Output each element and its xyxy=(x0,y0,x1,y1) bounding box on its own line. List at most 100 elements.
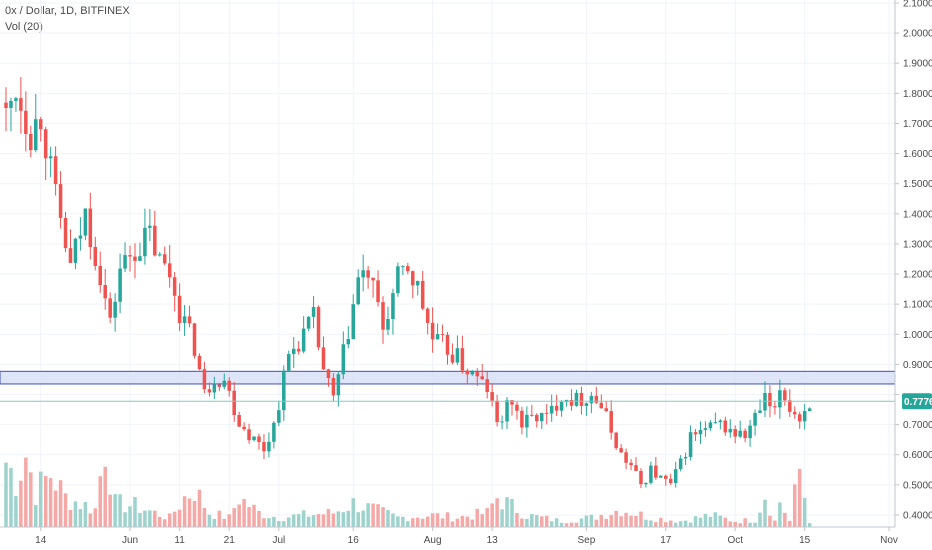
candle[interactable] xyxy=(425,307,430,335)
candle[interactable] xyxy=(138,242,142,262)
candle[interactable] xyxy=(485,371,489,399)
candle[interactable] xyxy=(539,412,544,429)
candle[interactable] xyxy=(331,373,336,402)
candle[interactable] xyxy=(232,381,236,422)
candle[interactable] xyxy=(321,336,326,371)
candle[interactable] xyxy=(678,455,683,472)
candle[interactable] xyxy=(24,91,28,152)
candle[interactable] xyxy=(420,270,425,311)
candle[interactable] xyxy=(103,269,107,310)
candle[interactable] xyxy=(763,381,767,417)
candle[interactable] xyxy=(510,399,514,416)
candle[interactable] xyxy=(371,277,375,298)
candle[interactable] xyxy=(554,394,559,416)
candle[interactable] xyxy=(217,382,222,392)
candle[interactable] xyxy=(693,429,698,441)
resistance-zone[interactable] xyxy=(0,370,896,385)
candle[interactable] xyxy=(19,77,23,134)
candle[interactable] xyxy=(133,243,137,279)
candle[interactable] xyxy=(242,422,246,431)
candle[interactable] xyxy=(738,420,742,439)
candle[interactable] xyxy=(589,391,594,414)
candle[interactable] xyxy=(549,394,554,422)
candle[interactable] xyxy=(411,270,415,299)
candle[interactable] xyxy=(366,265,370,289)
candle[interactable] xyxy=(445,331,450,365)
candle[interactable] xyxy=(515,401,519,420)
candle[interactable] xyxy=(475,368,480,387)
candle[interactable] xyxy=(113,293,117,332)
candle[interactable] xyxy=(48,146,53,177)
candle[interactable] xyxy=(29,125,33,158)
candle[interactable] xyxy=(396,262,400,297)
candle[interactable] xyxy=(73,237,78,270)
candle[interactable] xyxy=(267,432,271,458)
candle[interactable] xyxy=(202,361,207,394)
candle[interactable] xyxy=(435,323,440,340)
candle[interactable] xyxy=(520,406,524,435)
candle[interactable] xyxy=(569,389,574,411)
candle[interactable] xyxy=(306,316,311,332)
candle[interactable] xyxy=(773,400,777,415)
candle[interactable] xyxy=(465,368,470,385)
candle[interactable] xyxy=(326,368,331,387)
candle[interactable] xyxy=(634,457,638,472)
candle[interactable] xyxy=(609,400,613,440)
candle[interactable] xyxy=(391,288,395,335)
candle[interactable] xyxy=(480,363,484,381)
candle[interactable] xyxy=(376,270,380,307)
candle[interactable] xyxy=(440,324,445,342)
candle[interactable] xyxy=(14,96,18,112)
candle[interactable] xyxy=(386,306,390,336)
candle[interactable] xyxy=(733,425,737,444)
candle[interactable] xyxy=(272,421,276,449)
candle[interactable] xyxy=(659,475,663,478)
candle[interactable] xyxy=(460,335,465,374)
candle[interactable] xyxy=(604,400,609,413)
candle[interactable] xyxy=(162,246,167,266)
candle[interactable] xyxy=(718,418,723,430)
candle[interactable] xyxy=(455,335,460,365)
candle[interactable] xyxy=(282,365,286,421)
candle[interactable] xyxy=(490,384,494,407)
candle[interactable] xyxy=(291,336,296,369)
candle[interactable] xyxy=(222,373,227,390)
candle[interactable] xyxy=(668,473,673,486)
candle[interactable] xyxy=(118,253,122,314)
candle[interactable] xyxy=(158,251,162,257)
candle[interactable] xyxy=(88,192,93,260)
candle[interactable] xyxy=(341,331,346,380)
candle[interactable] xyxy=(525,406,529,438)
candle[interactable] xyxy=(579,386,584,415)
candle[interactable] xyxy=(381,296,385,344)
candle[interactable] xyxy=(247,423,251,444)
candle[interactable] xyxy=(361,254,365,292)
candle[interactable] xyxy=(93,236,98,271)
candle[interactable] xyxy=(34,93,38,153)
candle[interactable] xyxy=(614,431,618,450)
candle[interactable] xyxy=(703,421,708,437)
candle[interactable] xyxy=(792,406,797,419)
candle[interactable] xyxy=(153,210,157,257)
candle[interactable] xyxy=(227,377,231,397)
candle[interactable] xyxy=(788,389,792,417)
candle[interactable] xyxy=(728,419,733,438)
candle[interactable] xyxy=(316,305,321,351)
candle[interactable] xyxy=(63,211,68,253)
candle[interactable] xyxy=(128,245,132,272)
candle[interactable] xyxy=(713,412,718,424)
candle[interactable] xyxy=(43,126,48,181)
candle[interactable] xyxy=(470,369,475,376)
candle[interactable] xyxy=(212,376,217,399)
candle[interactable] xyxy=(262,434,266,460)
candle[interactable] xyxy=(743,428,747,443)
candle[interactable] xyxy=(167,244,172,288)
candle[interactable] xyxy=(644,482,648,488)
candle[interactable] xyxy=(143,208,147,265)
candle[interactable] xyxy=(406,262,410,275)
candle[interactable] xyxy=(753,409,757,436)
candle[interactable] xyxy=(683,452,688,465)
candle[interactable] xyxy=(559,400,564,417)
candle[interactable] xyxy=(624,448,628,470)
